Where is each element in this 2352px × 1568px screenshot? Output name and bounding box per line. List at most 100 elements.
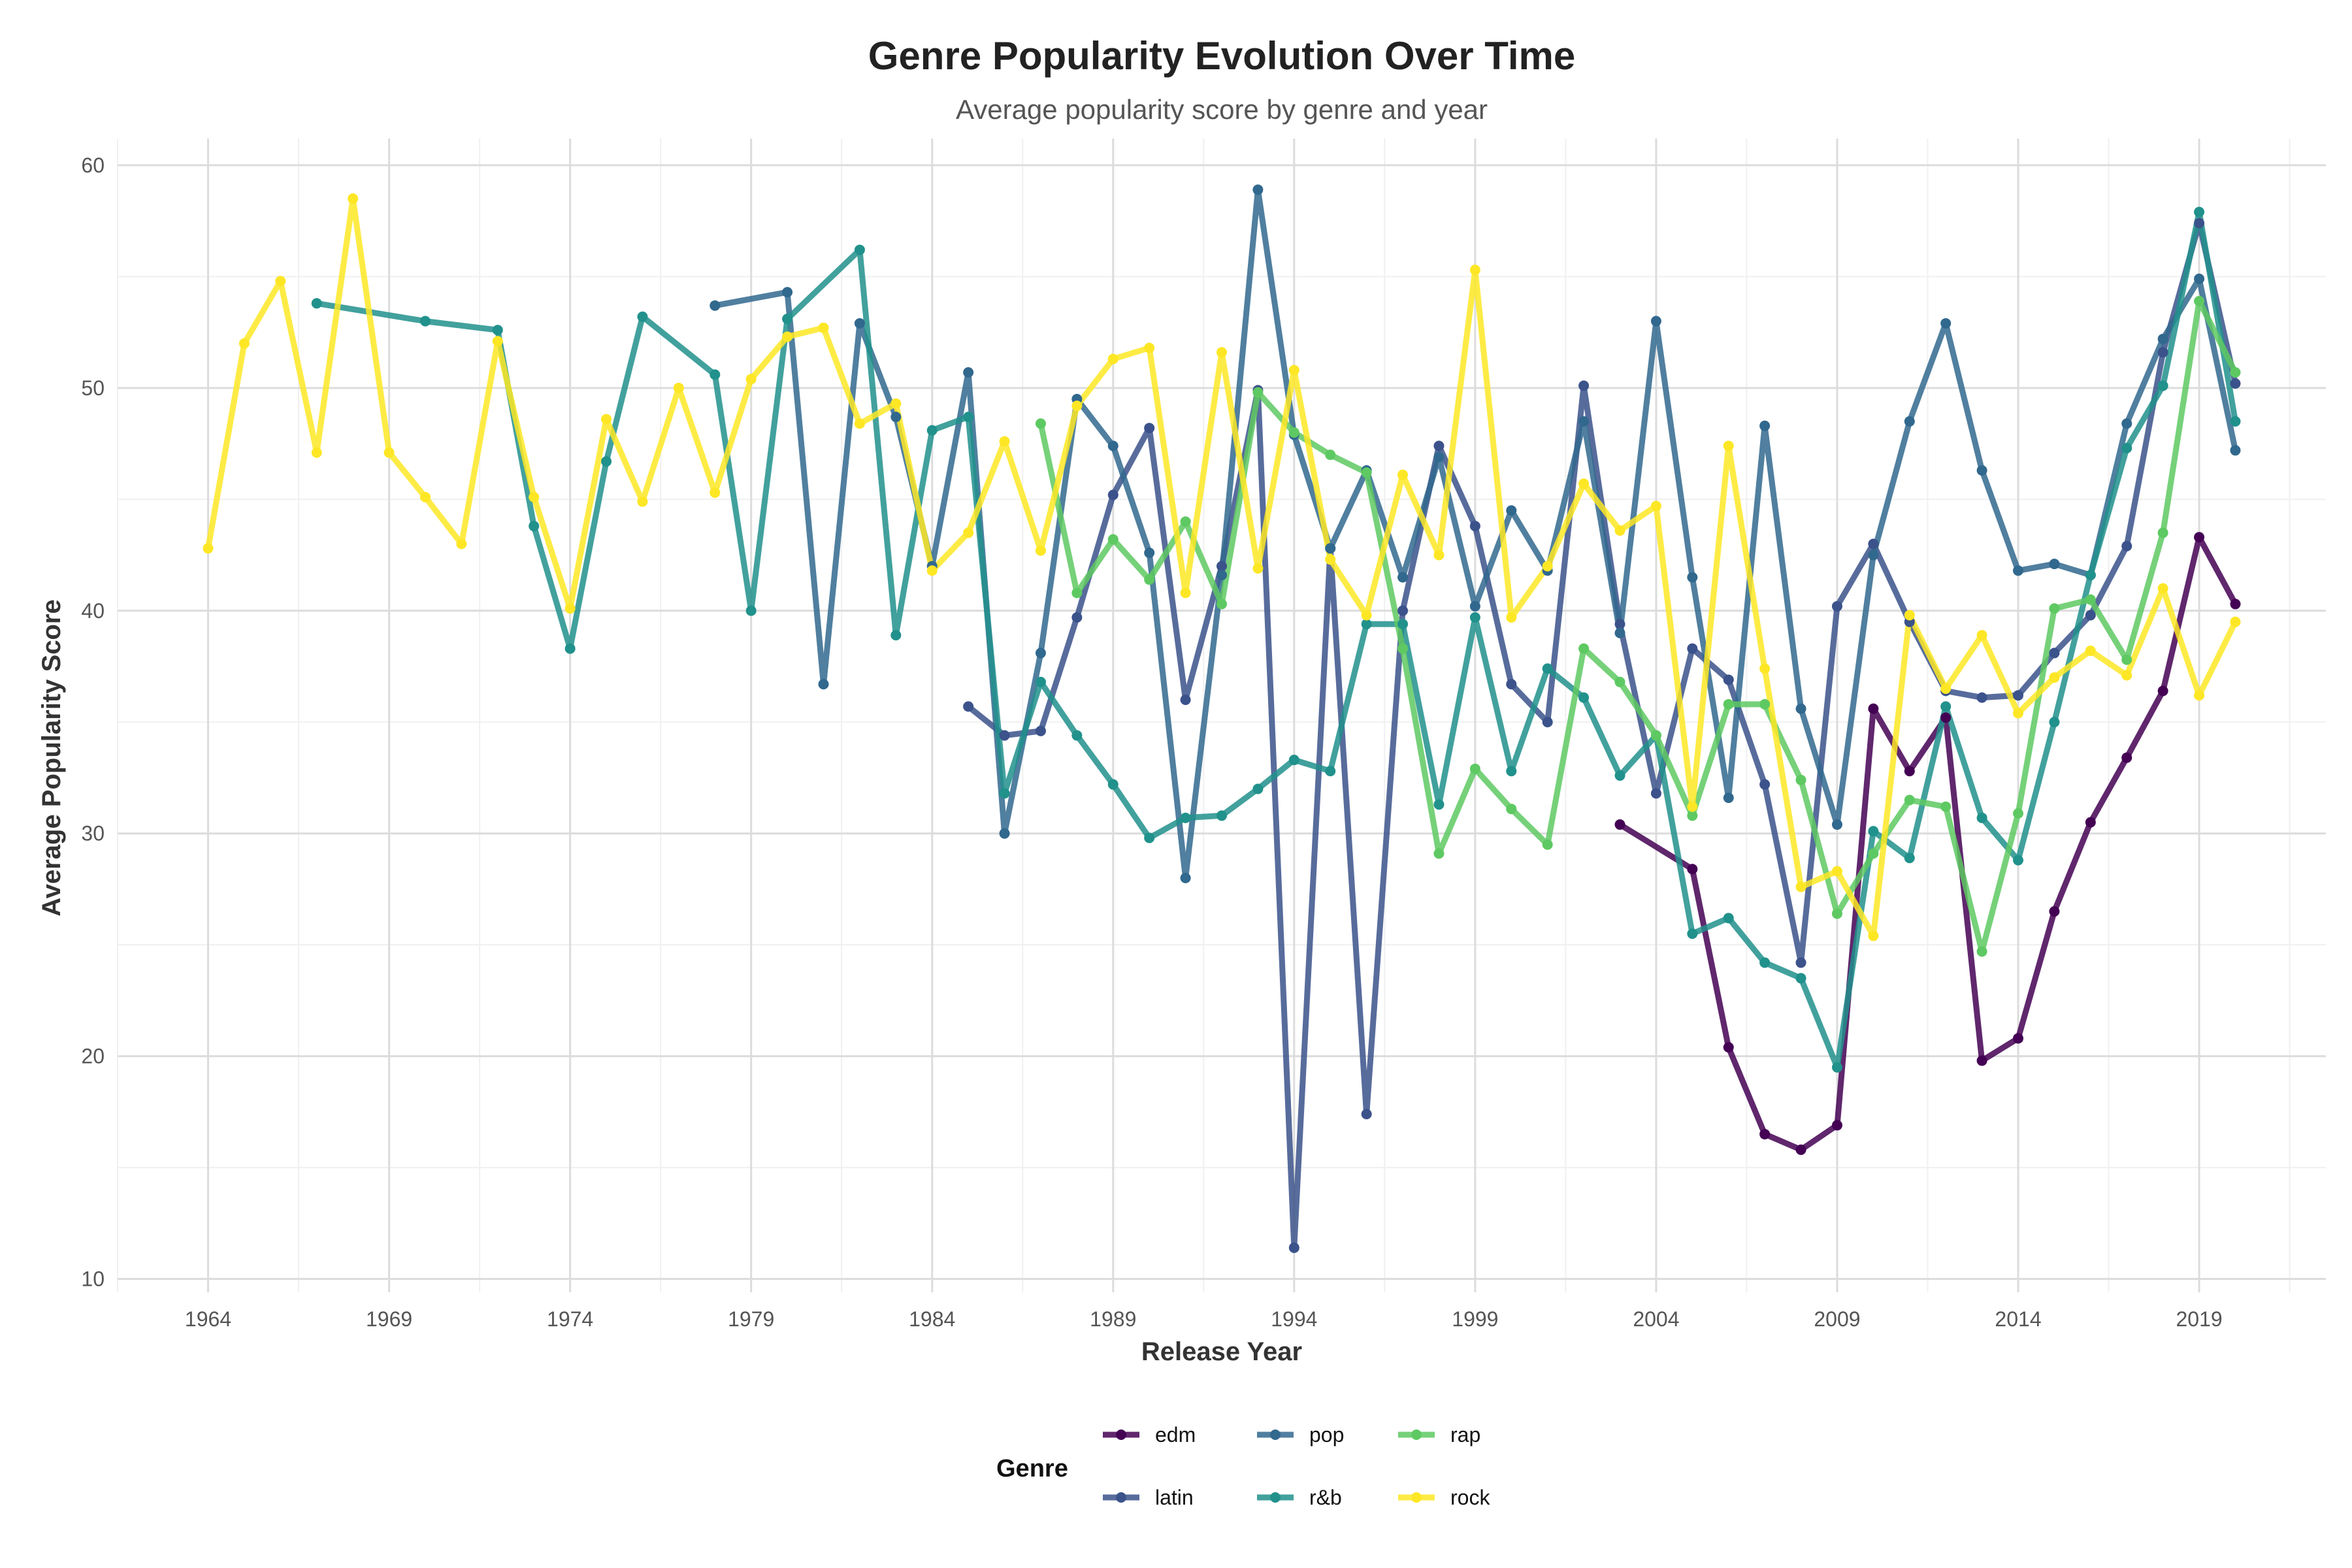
legend: Genre edm latin pop r&b rap rock: [996, 1423, 1490, 1509]
legend-label-latin: latin: [1155, 1486, 1194, 1509]
data-point-latin: [1831, 600, 1842, 612]
data-point-r-b: [1325, 766, 1336, 777]
data-point-r-b: [1795, 973, 1806, 984]
data-point-latin: [1107, 489, 1119, 500]
series-points: [203, 184, 2241, 1253]
data-point-rap: [1433, 848, 1445, 859]
data-point-edm: [2085, 817, 2096, 828]
data-point-latin: [1144, 423, 1155, 434]
data-point-latin: [999, 730, 1010, 741]
data-point-rock: [1325, 554, 1336, 565]
legend-label-pop: pop: [1309, 1423, 1344, 1446]
data-point-edm: [1614, 819, 1625, 830]
y-axis-title: Average Popularity Score: [37, 599, 66, 916]
data-point-r-b: [1217, 810, 1227, 821]
x-tick-label: 2004: [1633, 1307, 1679, 1331]
series-line-rap: [1037, 298, 2238, 955]
data-point-rap: [2085, 594, 2096, 605]
data-point-pop: [1940, 318, 1952, 329]
data-point-pop: [1723, 792, 1734, 804]
data-point-rock: [1831, 866, 1842, 877]
data-point-pop: [2157, 333, 2168, 344]
data-point-rap: [2049, 603, 2060, 614]
data-point-r-b: [1144, 832, 1155, 843]
data-point-rock: [1107, 353, 1119, 365]
x-axis-title: Release Year: [1141, 1337, 1302, 1366]
y-tick-label: 50: [81, 376, 105, 400]
data-point-latin: [1469, 521, 1480, 532]
data-point-r-b: [1252, 783, 1264, 794]
data-point-rock: [1035, 545, 1046, 556]
data-point-pop: [1469, 600, 1480, 612]
data-point-rock: [1144, 342, 1155, 353]
data-point-rock: [1288, 365, 1299, 376]
data-point-latin: [2157, 347, 2168, 358]
y-tick-label: 20: [81, 1045, 105, 1068]
x-tick-label: 1999: [1452, 1307, 1498, 1331]
data-point-rap: [1325, 449, 1336, 461]
data-point-r-b: [1723, 913, 1734, 924]
data-point-pop: [1397, 572, 1409, 583]
data-point-rock: [2085, 645, 2096, 657]
x-tick-label: 1969: [366, 1307, 412, 1331]
data-point-r-b: [1687, 928, 1698, 939]
data-point-rap: [1578, 643, 1590, 654]
data-point-r-b: [1469, 612, 1480, 623]
data-point-rock: [1180, 587, 1191, 598]
data-point-pop: [782, 287, 793, 298]
data-point-latin: [1506, 679, 1517, 690]
data-point-rock: [2157, 583, 2168, 594]
data-point-rap: [1288, 427, 1299, 438]
data-point-rap: [1107, 534, 1119, 545]
legend-key-point-edm: [1116, 1429, 1126, 1440]
data-point-latin: [2013, 690, 2024, 701]
data-point-latin: [1759, 779, 1771, 790]
data-point-edm: [1759, 1128, 1771, 1139]
data-point-pop: [1904, 416, 1915, 427]
data-point-pop: [1868, 549, 1879, 561]
legend-title: Genre: [996, 1455, 1068, 1482]
data-point-r-b: [1614, 770, 1625, 781]
data-point-r-b: [419, 316, 431, 327]
data-point-edm: [1940, 712, 1952, 723]
x-tick-label: 1974: [547, 1307, 593, 1331]
data-point-r-b: [1976, 812, 1987, 823]
x-axis-ticks: 1964 1969 1974 1979 1984 1989 1994 1999 2004 2009…: [185, 1307, 2223, 1331]
data-point-r-b: [1107, 779, 1119, 790]
data-point-pop: [1433, 451, 1445, 463]
data-point-rock: [419, 491, 431, 502]
data-point-rock: [1252, 563, 1264, 574]
data-point-rap: [1071, 587, 1083, 598]
data-point-edm: [1868, 703, 1879, 714]
data-point-r-b: [1433, 799, 1445, 810]
x-tick-label: 1994: [1271, 1307, 1317, 1331]
data-point-rock: [1976, 630, 1987, 641]
data-point-r-b: [2121, 442, 2132, 453]
data-point-latin: [1723, 674, 1734, 685]
data-point-rock: [348, 193, 359, 204]
data-point-latin: [1868, 538, 1879, 549]
data-point-latin: [1288, 1242, 1299, 1253]
data-point-pop: [2121, 418, 2132, 429]
data-point-r-b: [1578, 692, 1590, 703]
data-point-rock: [2121, 670, 2132, 681]
data-point-rock: [710, 487, 721, 498]
legend-key-point-r-b: [1270, 1492, 1281, 1503]
data-point-pop: [2013, 565, 2024, 576]
data-point-pop: [2230, 445, 2241, 456]
legend-key-point-pop: [1270, 1429, 1281, 1440]
data-point-pop: [999, 828, 1010, 839]
data-point-pop: [1107, 440, 1119, 451]
data-point-r-b: [529, 521, 540, 532]
data-point-latin: [2194, 218, 2205, 229]
x-tick-label: 1964: [185, 1307, 231, 1331]
data-point-rock: [782, 331, 793, 342]
data-point-latin: [1035, 725, 1046, 736]
data-point-pop: [2049, 559, 2060, 570]
data-point-pop: [1976, 465, 1987, 476]
y-tick-label: 10: [81, 1267, 105, 1291]
data-point-pop: [1144, 547, 1155, 559]
y-tick-label: 40: [81, 599, 105, 623]
data-point-rock: [1614, 525, 1625, 536]
data-point-pop: [1578, 416, 1590, 427]
